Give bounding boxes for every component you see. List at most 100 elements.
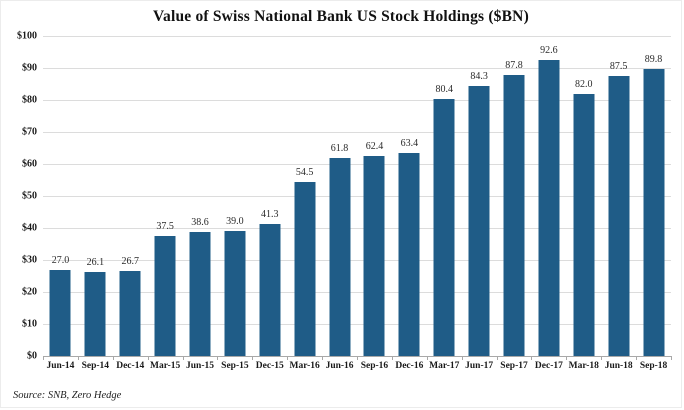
bar-value-label: 27.0 [51, 254, 70, 266]
bar-value-label: 87.8 [505, 60, 523, 72]
x-tick-label: Sep-15 [221, 361, 249, 371]
chart-title: Value of Swiss National Bank US Stock Ho… [153, 8, 529, 25]
bar [363, 156, 385, 356]
bar-slot: 80.4 [427, 36, 462, 356]
bar-slot: 84.3 [462, 36, 497, 356]
x-axis-tick [601, 356, 603, 360]
bar-value-label: 61.8 [330, 143, 349, 155]
gridline [43, 228, 671, 229]
x-tick-label: Sep-16 [360, 361, 389, 371]
bar-slot: 62.4 [357, 36, 392, 356]
bar-value-label: 62.4 [365, 141, 384, 153]
x-axis-tick [147, 356, 149, 360]
x-tick-label: Mar-17 [429, 361, 460, 371]
x-tick-label: Mar-16 [289, 361, 320, 371]
bar [573, 93, 595, 356]
x-tick-label: Sep-18 [639, 361, 668, 371]
x-axis-tick [566, 356, 568, 360]
y-tick-label: $50 [22, 190, 37, 202]
gridline [43, 36, 671, 37]
bar [503, 75, 525, 356]
x-axis-tick [43, 356, 44, 360]
plot-area: 27.0 26.1 26.7 37.5 38.6 39.0 41.3 54.5 61.8 62.4… [43, 36, 672, 360]
bar-value-label: 26.7 [121, 255, 139, 267]
x-tick-label: Dec-16 [395, 361, 424, 371]
source-note: Source: SNB, Zero Hedge [13, 390, 122, 401]
y-tick-label: $80 [22, 94, 37, 106]
bar-value-label: 41.3 [261, 208, 279, 220]
x-tick-label: Jun-14 [46, 361, 75, 371]
bar-slot: 27.0 [43, 36, 78, 356]
bar-value-label: 54.5 [295, 166, 314, 178]
y-tick-label: $40 [22, 222, 37, 234]
bar-slot: 37.5 [148, 36, 183, 356]
bar [259, 223, 281, 356]
bar-slot: 41.3 [252, 36, 287, 356]
bar-value-label: 39.0 [226, 216, 244, 228]
x-tick-label: Sep-17 [500, 361, 528, 371]
bar [538, 59, 560, 356]
x-tick-label: Dec-15 [255, 361, 284, 371]
bar [643, 68, 665, 356]
x-tick-label: Sep-14 [81, 361, 110, 371]
bar [49, 269, 71, 356]
bar [398, 153, 420, 356]
bar-value-label: 82.0 [575, 78, 593, 90]
bar [329, 158, 351, 356]
bar [119, 270, 141, 356]
bar-value-label: 38.6 [191, 217, 209, 229]
y-tick-label: $70 [22, 126, 37, 138]
x-axis-tick [182, 356, 184, 360]
bar-slot: 26.1 [78, 36, 113, 356]
x-axis-tick [426, 356, 428, 360]
bar-value-label: 80.4 [435, 83, 453, 95]
bar-slot: 63.4 [392, 36, 427, 356]
x-axis-tick [252, 356, 254, 360]
bar-slot: 26.7 [113, 36, 148, 356]
gridline [43, 324, 671, 325]
x-tick-label: Mar-15 [149, 361, 181, 371]
bar [84, 272, 106, 356]
bar-slot: 61.8 [322, 36, 357, 356]
gridline [43, 100, 671, 101]
bar [608, 76, 630, 356]
bar-slot: 38.6 [183, 36, 218, 356]
y-tick-label: $30 [22, 254, 37, 266]
gridline [43, 292, 671, 293]
gridline [43, 164, 671, 165]
x-axis-tick [461, 356, 463, 360]
x-axis-tick [287, 356, 289, 360]
y-tick-label: $0 [27, 350, 37, 362]
bar-slot: 87.5 [601, 36, 636, 356]
bar-slot: 39.0 [217, 36, 252, 356]
gridline [43, 196, 671, 197]
x-tick-label: Dec-14 [116, 361, 145, 371]
y-tick-label: $60 [22, 158, 37, 170]
bar [154, 236, 176, 356]
bar-value-label: 87.5 [609, 61, 628, 72]
x-axis: Jun-14 Sep-14 Dec-14 Mar-15 Jun-15 Sep-15 Dec-… [43, 356, 671, 371]
bar-slot: 92.6 [531, 36, 566, 356]
bar-slot: 87.8 [497, 36, 532, 356]
x-axis-tick [671, 356, 672, 360]
y-axis: $100 $90 $80 $70 $60 $50 $40 $30 $20 $10 $0 [1, 31, 43, 362]
bar [224, 231, 246, 356]
x-axis-tick [496, 356, 498, 360]
x-tick-label: Mar-18 [568, 361, 599, 371]
y-tick-label: $100 [17, 30, 37, 42]
bar-value-label: 92.6 [540, 44, 558, 56]
x-axis-tick [391, 356, 393, 360]
y-tick-label: $10 [22, 318, 37, 330]
x-axis-tick [77, 356, 79, 360]
x-axis-tick [217, 356, 219, 360]
bar-value-label: 63.4 [400, 138, 419, 150]
gridline [43, 260, 671, 261]
bar-slot: 54.5 [287, 36, 322, 356]
x-axis-tick [531, 356, 533, 360]
x-axis-tick [322, 356, 324, 360]
x-tick-label: Jun-17 [465, 361, 494, 371]
bar-value-label: 37.5 [156, 221, 174, 232]
bar-value-label: 84.3 [470, 71, 488, 83]
x-axis-tick [636, 356, 638, 360]
